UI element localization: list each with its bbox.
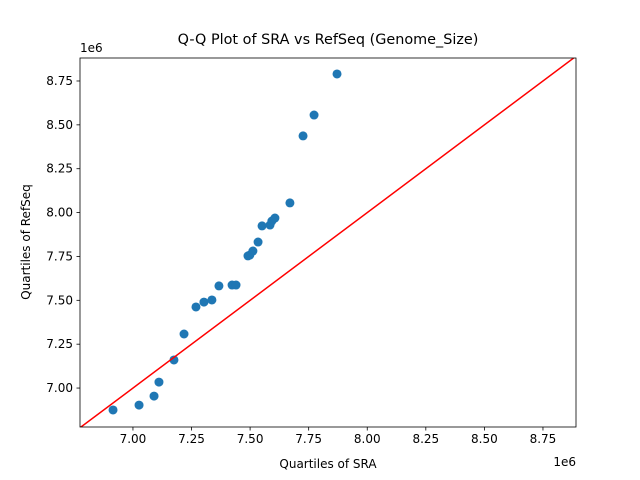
point (309, 110, 319, 120)
x-tick-label: 8.75 (530, 432, 557, 446)
reference-line (80, 58, 575, 427)
point (108, 405, 118, 415)
y-offset-label: 1e6 (80, 41, 103, 55)
y-tick-label: 8.75 (46, 74, 73, 88)
point (214, 281, 224, 291)
point (169, 355, 179, 365)
point (199, 297, 209, 307)
x-tick-label: 7.75 (295, 432, 322, 446)
point (191, 302, 201, 312)
point (231, 280, 241, 290)
point (179, 329, 189, 339)
x-tick-label: 8.50 (471, 432, 498, 446)
y-tick-label: 8.50 (46, 118, 73, 132)
y-tick-label: 8.00 (46, 206, 73, 220)
point (248, 246, 258, 256)
x-tick-label: 8.00 (354, 432, 381, 446)
point (134, 400, 144, 410)
point (332, 69, 342, 79)
y-tick-label: 8.25 (46, 162, 73, 176)
point (253, 237, 263, 247)
x-axis-label: Quartiles of SRA (279, 457, 377, 471)
point (154, 377, 164, 387)
point (207, 295, 217, 305)
point (285, 198, 295, 208)
y-tick-label: 7.50 (46, 293, 73, 307)
point (270, 213, 280, 223)
x-tick-label: 7.00 (120, 432, 147, 446)
x-tick-label: 8.25 (412, 432, 439, 446)
point (149, 391, 159, 401)
point (257, 221, 267, 231)
x-tick-label: 7.50 (237, 432, 264, 446)
y-tick-label: 7.00 (46, 381, 73, 395)
plot-frame (79, 57, 577, 428)
x-offset-label: 1e6 (553, 455, 576, 469)
y-tick-label: 7.75 (46, 249, 73, 263)
x-tick-label: 7.25 (178, 432, 205, 446)
point (298, 131, 308, 141)
y-axis-label: Quartiles of RefSeq (19, 184, 33, 300)
y-tick-label: 7.25 (46, 337, 73, 351)
chart-title: Q-Q Plot of SRA vs RefSeq (Genome_Size) (178, 32, 479, 48)
